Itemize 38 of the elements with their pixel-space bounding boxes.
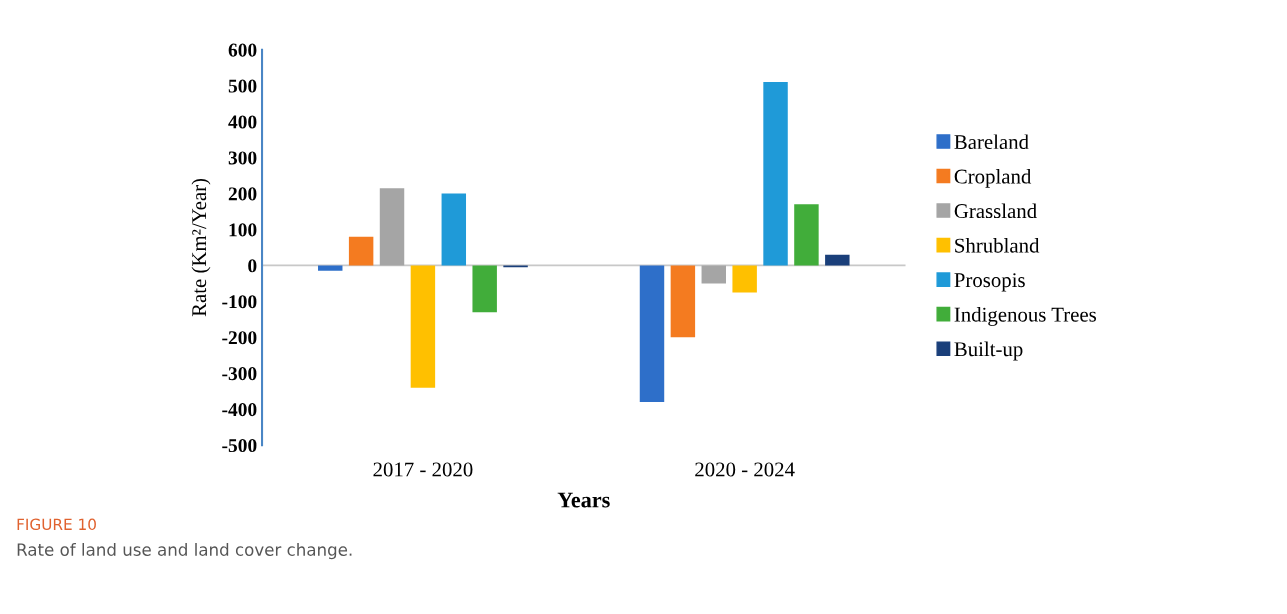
legend-label: Indigenous Trees [954,307,1097,326]
bar [441,193,467,266]
bar [825,254,850,266]
bar [410,265,436,388]
text: Rate of land use and land cover change. [17,543,352,560]
bar [794,204,819,266]
y-tick-label: 300 [228,151,257,165]
y-tick-label: 100 [229,223,257,237]
bar [472,265,497,313]
legend-label: Bareland [954,134,1029,150]
bar [348,236,374,266]
caption: FIGURE 10 [17,518,96,531]
bar [318,265,343,271]
bar [639,265,665,403]
x-axis-title: Years [557,492,610,508]
y-tick-label: -300 [222,367,257,381]
y-tick-label: 200 [228,187,257,201]
y-tick-label: -500 [222,438,257,453]
bar [701,265,726,284]
x-tick-label: 2020 - 2024 [695,462,795,477]
legend-label: Grassland [954,203,1037,219]
y-tick-label: -100 [222,295,257,309]
y-tick-label: 500 [228,79,257,93]
legend-label: Built-up [954,341,1023,361]
y-tick-label: 400 [228,115,257,129]
bar [670,265,696,338]
y-tick-label: -200 [222,331,257,345]
legend-label: Cropland [954,168,1032,188]
legend-label: Shrubland [955,237,1040,253]
y-tick-label: -400 [222,403,257,417]
bar [763,82,788,266]
bar [732,265,757,293]
y-tick-label: 0 [248,259,257,273]
bar [379,188,405,266]
legend-label: Prosopis [954,273,1025,292]
y-axis-title: Rate (Km²/Year) [191,178,211,317]
x-tick-label: 2017 - 2020 [373,462,473,477]
y-tick-label: 600 [228,43,257,57]
